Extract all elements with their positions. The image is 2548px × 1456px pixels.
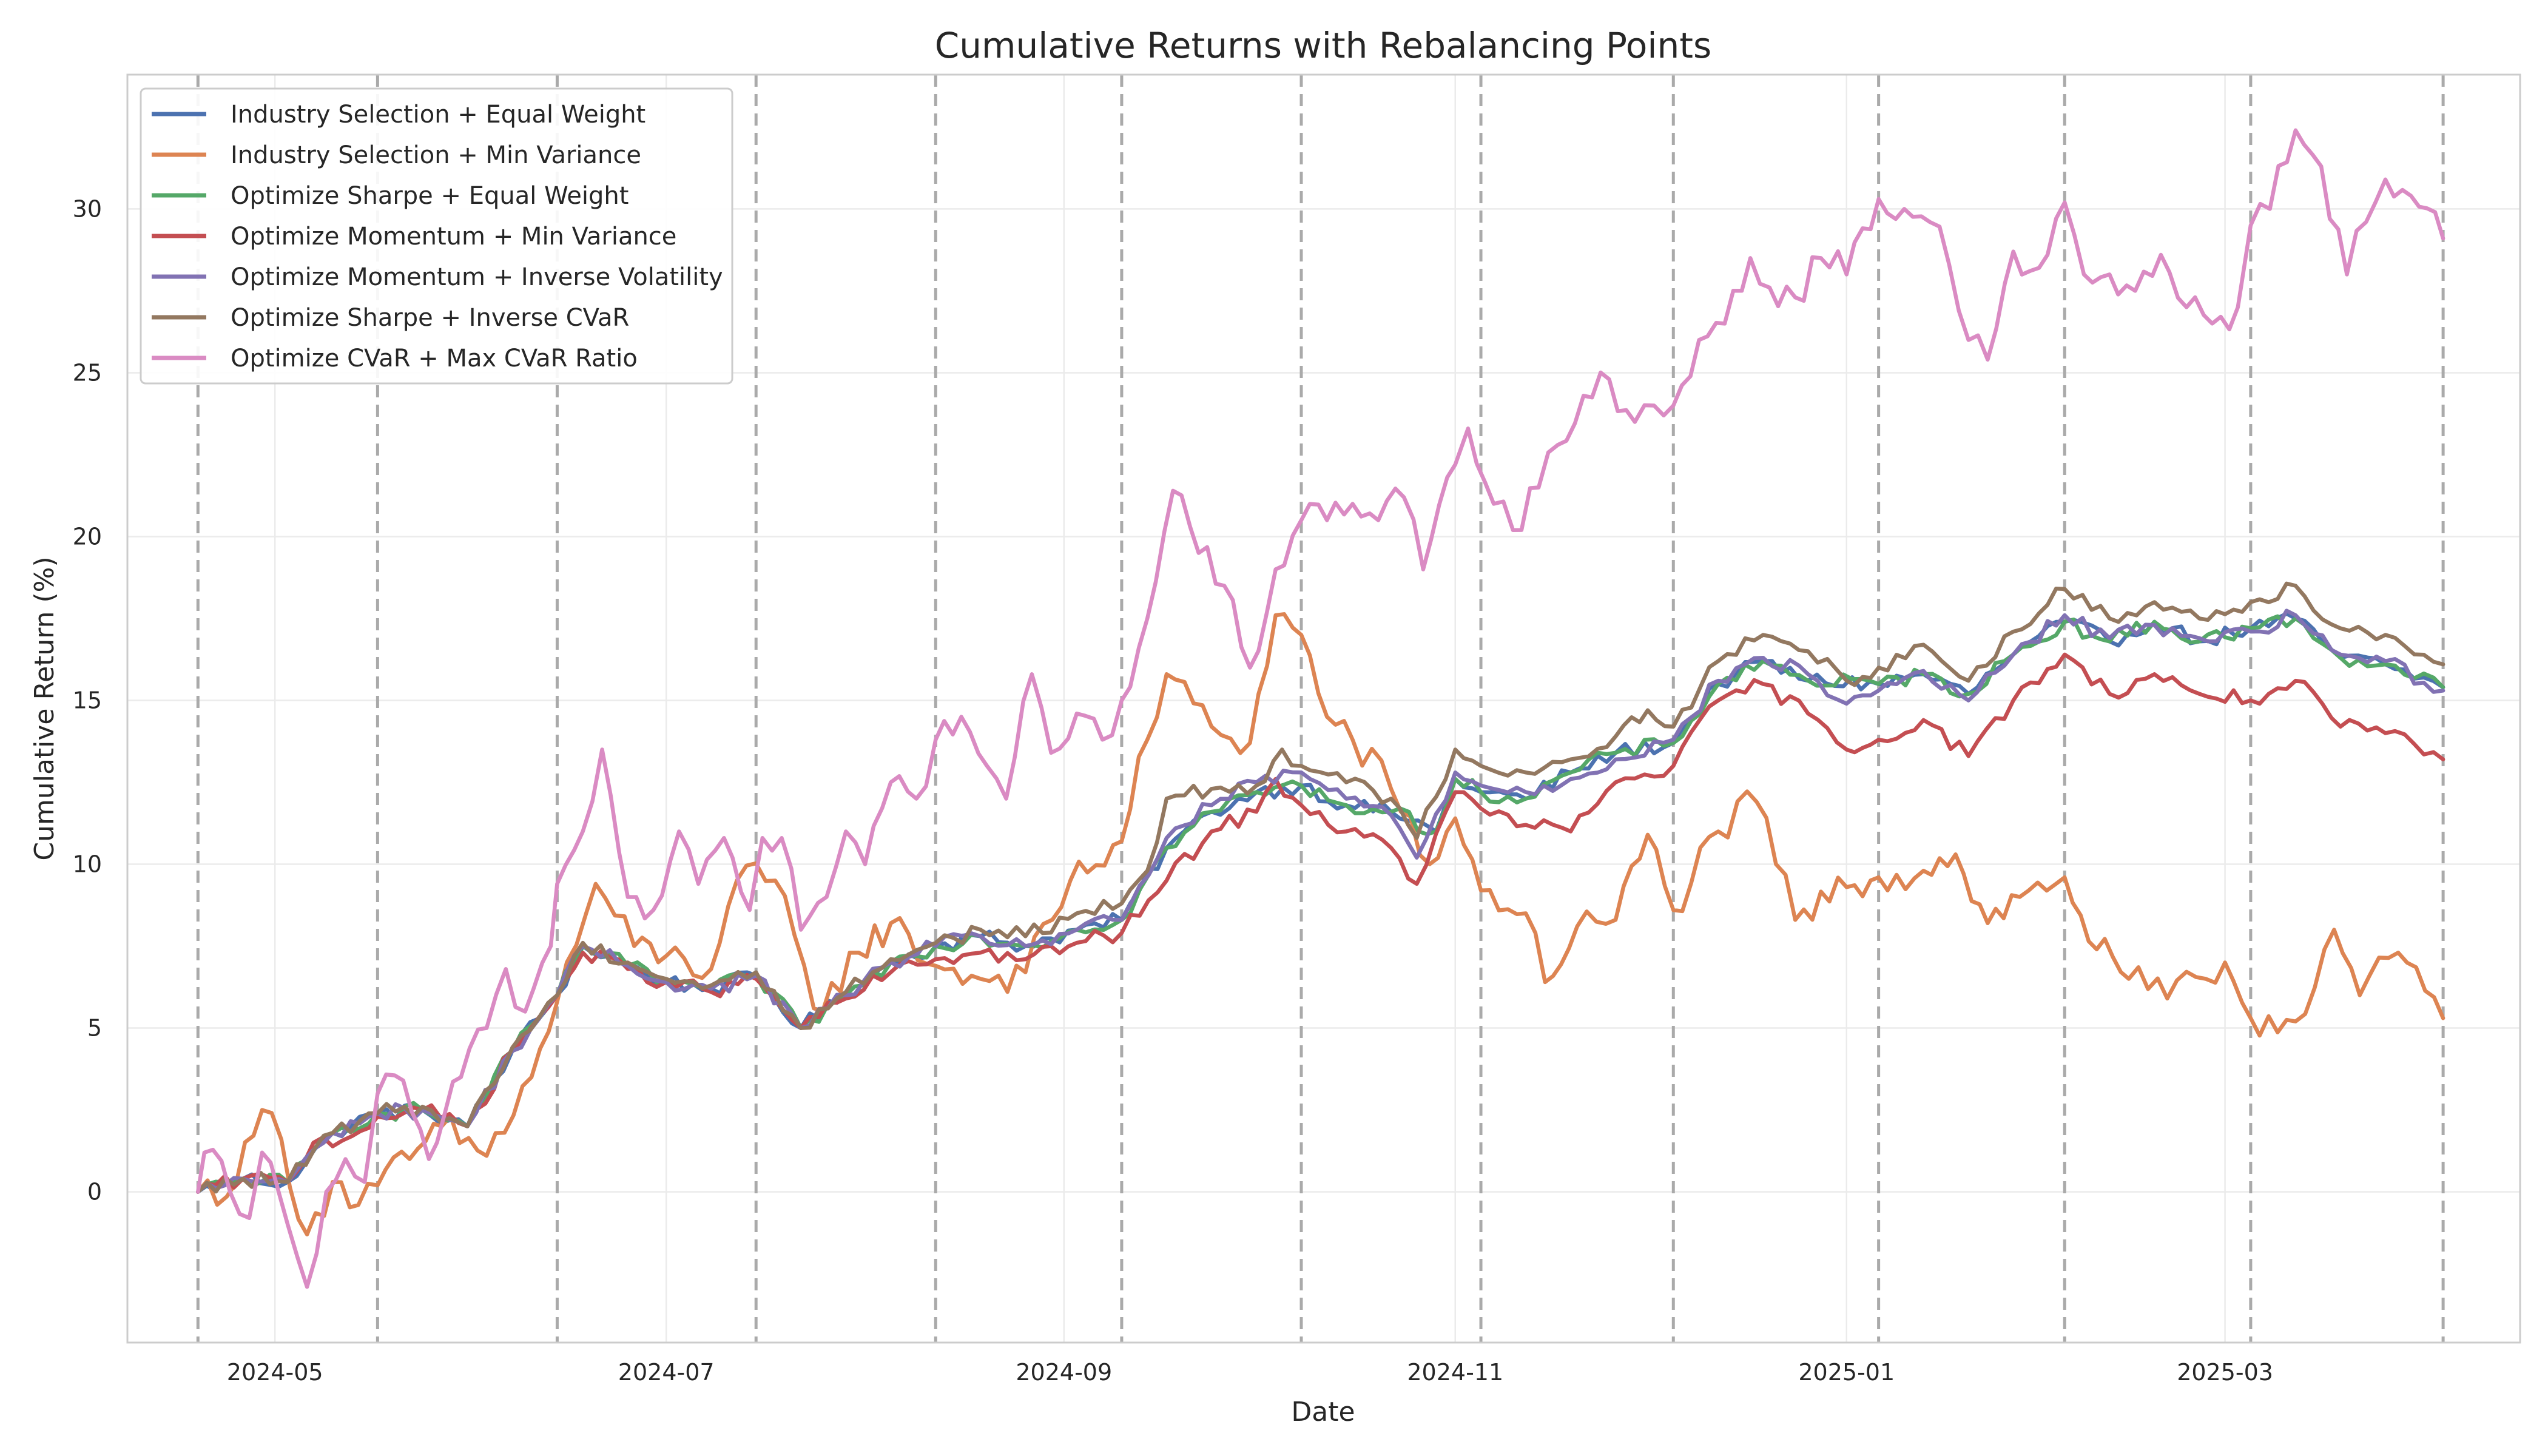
legend-label: Industry Selection + Equal Weight <box>231 101 645 129</box>
legend-label: Industry Selection + Min Variance <box>231 141 641 169</box>
rebalancing-lines <box>196 75 2445 1343</box>
series-lines <box>196 128 2445 1289</box>
x-axis-label: Date <box>1291 1397 1355 1427</box>
legend-label: Optimize Sharpe + Equal Weight <box>231 182 629 210</box>
legend-label: Optimize CVaR + Max CVaR Ratio <box>231 345 638 372</box>
plot-border <box>126 73 2521 1344</box>
x-tick-label: 2024-07 <box>618 1359 715 1386</box>
y-tick-label: 15 <box>73 687 102 713</box>
y-tick-label: 30 <box>73 195 102 222</box>
x-tick-label: 2024-11 <box>1407 1359 1503 1386</box>
y-tick-label: 20 <box>73 523 102 550</box>
y-tick-label: 0 <box>87 1179 102 1205</box>
series-line <box>196 612 2445 1237</box>
x-tick-label: 2024-09 <box>1016 1359 1112 1386</box>
x-axis-ticks: 2024-05 2024-07 2024-09 2024-11 2025-01 2025-… <box>227 1359 2273 1386</box>
legend-label: Optimize Sharpe + Inverse CVaR <box>231 304 629 332</box>
y-tick-label: 10 <box>73 851 102 878</box>
x-tick-label: 2025-03 <box>2177 1359 2273 1386</box>
legend-box <box>140 87 733 385</box>
y-tick-label: 25 <box>73 359 102 386</box>
y-axis-ticks: 0 5 10 15 20 25 30 <box>73 195 102 1205</box>
legend-label: Optimize Momentum + Inverse Volatility <box>231 263 723 291</box>
x-tick-label: 2024-05 <box>227 1359 323 1386</box>
series-line <box>196 128 2445 1289</box>
chart-title: Cumulative Returns with Rebalancing Poin… <box>935 25 1711 66</box>
series-line <box>196 652 2445 1194</box>
legend: Industry Selection + Equal Weight Industr… <box>140 87 733 385</box>
legend-label: Optimize Momentum + Min Variance <box>231 223 676 251</box>
y-axis-label: Cumulative Return (%) <box>29 556 60 860</box>
y-tick-label: 5 <box>87 1015 102 1042</box>
x-tick-label: 2025-01 <box>1798 1359 1895 1386</box>
series-line <box>196 581 2445 1194</box>
